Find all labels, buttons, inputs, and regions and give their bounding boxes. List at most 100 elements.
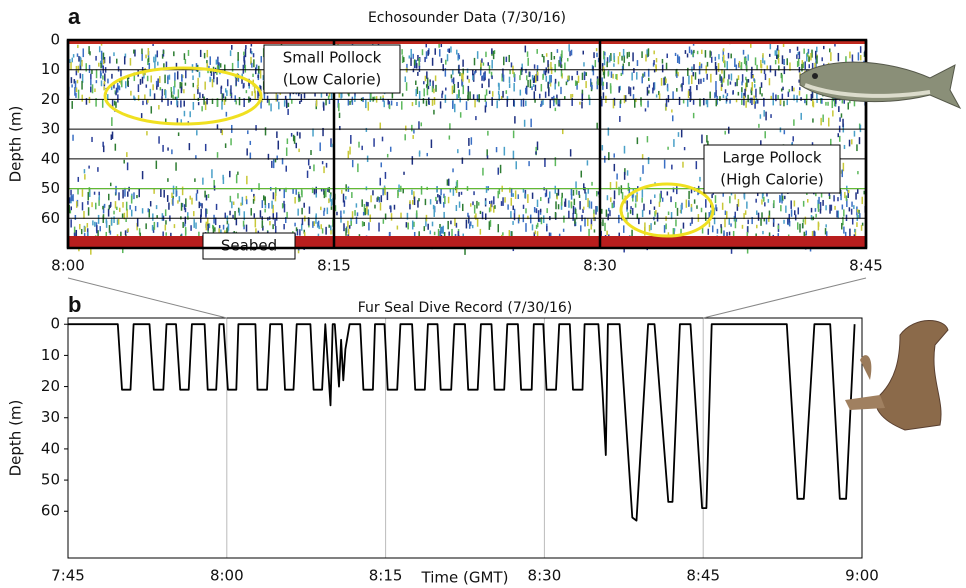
echo-speckle (588, 94, 590, 100)
echo-speckle (184, 207, 187, 213)
echo-speckle (765, 217, 768, 225)
echo-speckle (323, 102, 325, 111)
echo-speckle (300, 223, 303, 231)
echo-speckle (700, 78, 702, 84)
echo-speckle (98, 62, 100, 67)
echo-speckle (426, 71, 428, 79)
echo-speckle (187, 49, 190, 56)
echo-speckle (447, 196, 450, 204)
echo-speckle (666, 53, 668, 59)
echo-speckle (606, 61, 608, 68)
highlight-ellipse (103, 66, 263, 126)
echo-speckle (70, 195, 72, 202)
echo-speckle (825, 231, 828, 239)
echo-speckle (548, 75, 551, 84)
echo-speckle (773, 219, 775, 223)
echo-speckle (596, 52, 598, 58)
echo-speckle (609, 182, 612, 190)
echo-speckle (648, 210, 651, 215)
echo-speckle (341, 90, 343, 98)
echo-speckle (462, 73, 464, 82)
echo-speckle (72, 134, 74, 141)
echo-speckle (472, 69, 474, 76)
echo-speckle (854, 228, 856, 233)
echo-speckle (252, 198, 255, 204)
echo-speckle (513, 73, 516, 82)
echo-speckle (601, 98, 603, 107)
echo-speckle (433, 208, 435, 217)
echo-speckle (455, 205, 458, 212)
echo-speckle (253, 85, 256, 94)
echo-speckle (470, 137, 473, 145)
echo-speckle (765, 111, 767, 121)
echo-speckle (231, 44, 233, 50)
echo-speckle (724, 218, 726, 228)
echo-speckle (618, 186, 620, 196)
echo-speckle (476, 51, 479, 59)
echo-speckle (444, 68, 447, 77)
echo-speckle (290, 132, 293, 137)
echo-speckle (249, 140, 252, 145)
echo-speckle (589, 78, 592, 87)
echo-speckle (193, 219, 195, 228)
echo-speckle (841, 222, 843, 230)
echo-speckle (799, 223, 801, 233)
echo-speckle (632, 52, 634, 62)
echo-speckle (316, 222, 319, 228)
echo-speckle (583, 183, 585, 191)
echo-speckle (556, 49, 559, 53)
echo-speckle (680, 228, 682, 234)
echo-speckle (330, 199, 333, 206)
echo-speckle (99, 60, 102, 64)
echo-speckle (842, 162, 845, 172)
echo-speckle (568, 210, 570, 219)
echo-speckle (533, 206, 536, 213)
echo-speckle (96, 225, 98, 234)
echo-speckle (185, 229, 187, 235)
echo-speckle (81, 59, 83, 67)
echo-speckle (184, 223, 186, 227)
echo-speckle (81, 189, 84, 197)
echo-speckle (137, 84, 140, 92)
echo-speckle (822, 114, 824, 123)
echo-speckle (372, 41, 374, 48)
echo-speckle (554, 82, 556, 90)
echo-speckle (604, 51, 606, 56)
x-tick-label: 8:00 (51, 257, 85, 275)
echo-speckle (610, 71, 613, 78)
echo-speckle (789, 62, 791, 71)
echo-speckle (468, 215, 470, 224)
echo-speckle (578, 190, 580, 196)
y-tick-label: 10 (41, 346, 60, 364)
echo-speckle (621, 55, 623, 61)
echo-speckle (465, 101, 468, 110)
echo-speckle (646, 136, 649, 143)
echo-speckle (429, 199, 432, 205)
echo-speckle (121, 78, 123, 88)
echo-speckle (102, 205, 104, 210)
echo-speckle (278, 101, 280, 110)
highlight-ellipse (619, 182, 715, 238)
echo-speckle (411, 124, 413, 132)
echo-speckle (252, 73, 254, 78)
echo-speckle (308, 224, 310, 228)
echo-speckle (401, 101, 403, 110)
echo-speckle (691, 75, 693, 85)
echo-speckle (289, 92, 291, 98)
echo-speckle (682, 76, 684, 85)
echo-speckle (334, 205, 337, 212)
echo-speckle (490, 203, 492, 212)
echo-speckle (678, 57, 681, 64)
echo-speckle (497, 90, 500, 95)
echo-speckle (321, 228, 324, 234)
echo-speckle (97, 214, 100, 224)
echo-speckle (692, 112, 695, 119)
echo-speckle (224, 143, 227, 148)
echo-speckle (550, 51, 553, 61)
echo-speckle (418, 231, 420, 237)
echo-speckle (755, 98, 758, 104)
echo-speckle (505, 90, 508, 94)
echo-speckle (728, 74, 730, 80)
echo-speckle (193, 211, 195, 217)
echo-speckle (734, 82, 737, 87)
